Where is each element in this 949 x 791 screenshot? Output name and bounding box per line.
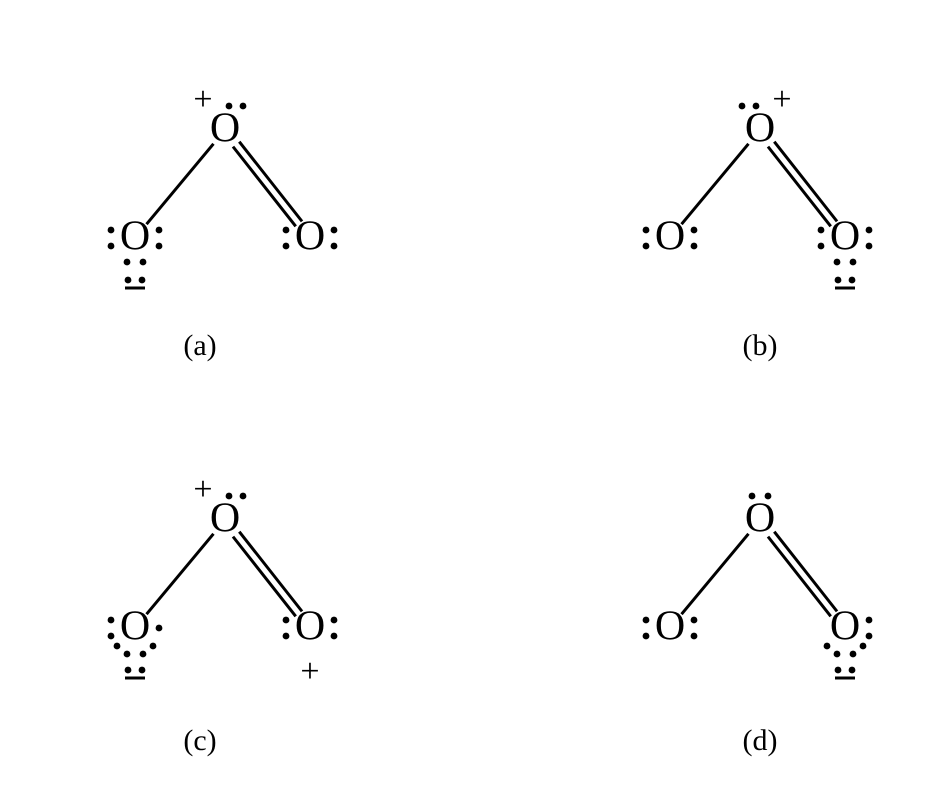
caption-a: (a) — [183, 329, 216, 362]
caption-b: (b) — [743, 329, 778, 362]
atom-b-Oleft: O — [655, 214, 685, 260]
atom-a-Oright: O — [295, 214, 325, 260]
caption-d: (d) — [743, 724, 778, 757]
atom-d-Oleft: O — [655, 604, 685, 650]
lewis-structures-figure: OOO+OOO+OOO++OOO(a)(b)(c)(d) — [0, 0, 949, 791]
structure-b: OOO+ — [643, 81, 873, 288]
atom-a-Oleft: O — [120, 214, 150, 260]
caption-c: (c) — [183, 724, 216, 757]
structure-d: OOO — [643, 493, 873, 678]
structure-c: OOO++ — [108, 471, 338, 690]
charge-plus-b-Otop: + — [772, 81, 791, 118]
structure-a: OOO+ — [108, 81, 338, 288]
atom-d-Oright: O — [830, 604, 860, 650]
charge-plus-c-Otop: + — [193, 471, 212, 508]
atom-c-Oright: O — [295, 604, 325, 650]
atom-b-Oright: O — [830, 214, 860, 260]
charge-plus-c-Oright: + — [300, 653, 319, 690]
atom-c-Oleft: O — [120, 604, 150, 650]
charge-plus-a-Otop: + — [193, 81, 212, 118]
